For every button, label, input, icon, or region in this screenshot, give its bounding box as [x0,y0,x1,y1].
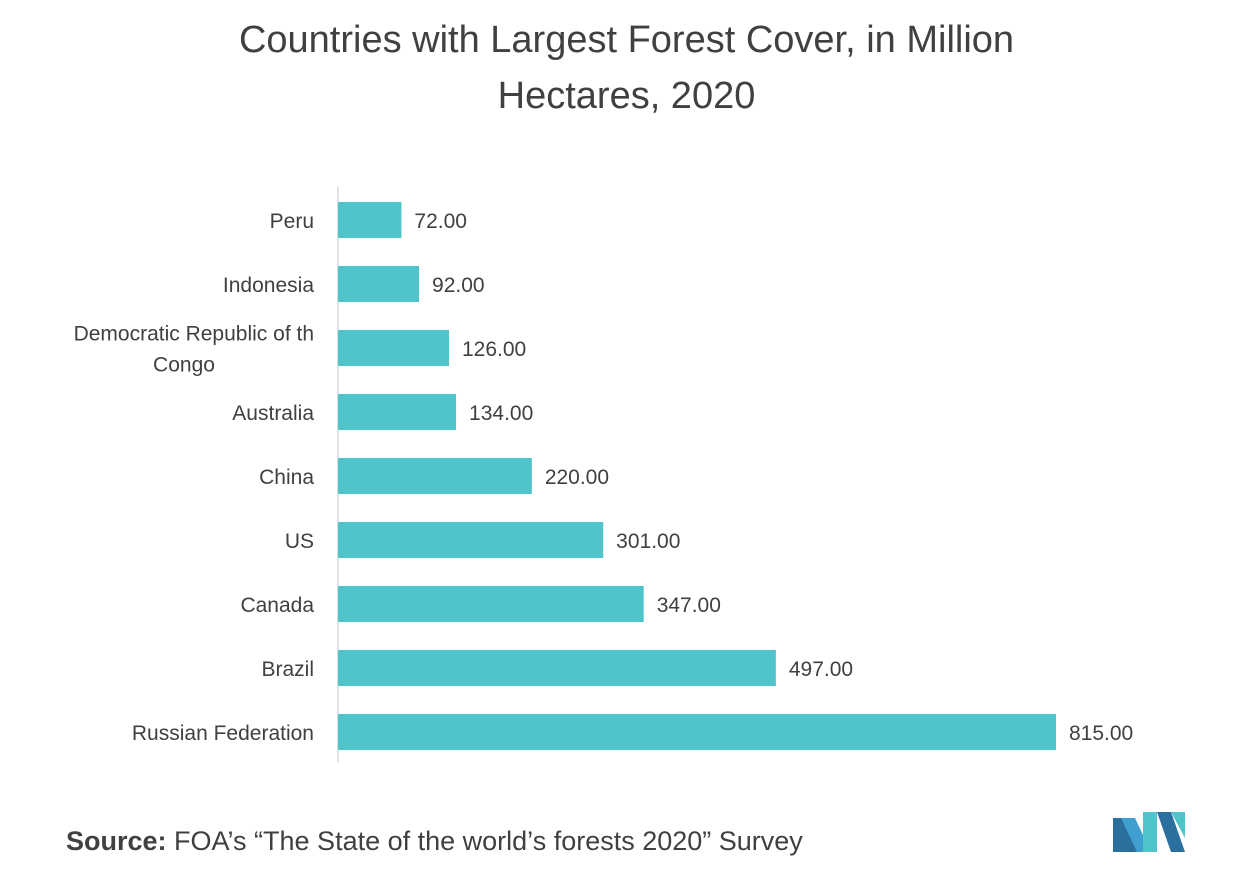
company-logo-icon [1113,812,1185,852]
category-tick-label: US [285,530,314,553]
source-note: Source: FOA’s “The State of the world’s … [66,826,803,857]
data-label: 126.00 [462,338,526,361]
source-text: FOA’s “The State of the world’s forests … [166,826,803,856]
category-tick-label: Indonesia [223,274,314,297]
bar [338,586,644,622]
bar-chart: 72.00 Peru 92.00 Indonesia 126.00 Democratic … [74,187,1133,762]
category-tick-label: Canada [240,594,314,617]
data-label: 815.00 [1069,722,1133,745]
data-label: 497.00 [789,658,853,681]
data-label: 72.00 [414,210,467,233]
category-tick-label: China [259,466,314,489]
data-label: 301.00 [616,530,680,553]
data-label: 220.00 [545,466,609,489]
data-label: 134.00 [469,402,533,425]
bar [338,714,1056,750]
bar [338,650,776,686]
chart-title-line-1: Countries with Largest Forest Cover, in … [238,19,1015,61]
source-label: Source: [66,826,167,856]
bar [338,522,604,558]
category-tick-label: Brazil [261,658,314,681]
category-tick-label: Congo [153,354,215,377]
bar [338,458,532,494]
bar [338,330,450,366]
chart-title: Countries with Largest Forest Cover, in … [0,12,1253,124]
bar [338,202,402,238]
category-tick-label: Russian Federation [132,722,314,745]
category-tick-label: Democratic Republic of th [74,323,314,346]
bar [338,266,420,302]
category-tick-label: Peru [270,210,314,233]
category-tick-label: Australia [232,402,314,425]
chart-title-line-2: Hectares, 2020 [497,75,756,117]
data-label: 347.00 [657,594,721,617]
bar [338,394,457,430]
data-label: 92.00 [432,274,485,297]
